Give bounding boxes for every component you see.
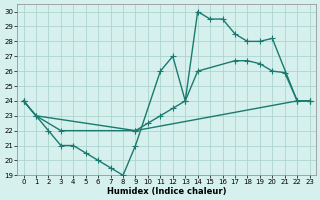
X-axis label: Humidex (Indice chaleur): Humidex (Indice chaleur) xyxy=(107,187,226,196)
